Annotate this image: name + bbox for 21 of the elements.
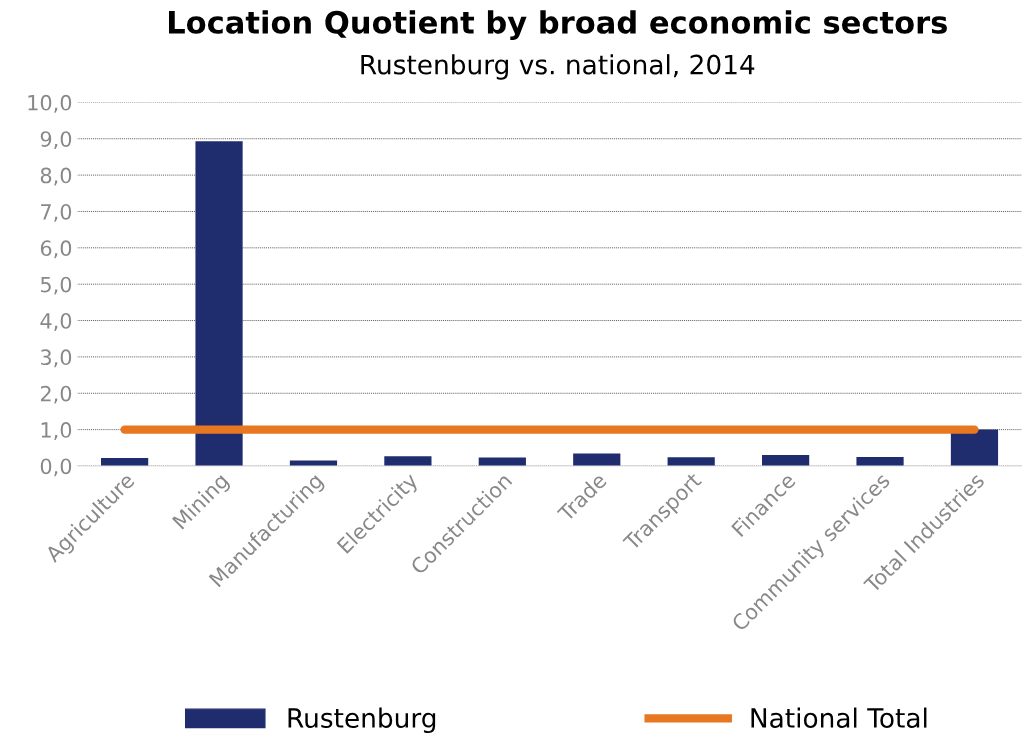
y-tick-label: 2,0: [40, 385, 72, 404]
y-tick-label: 5,0: [41, 276, 72, 295]
chart-title: Location Quotient by broad economic sectors: [169, 10, 947, 40]
legend-label: Rustenburg: [288, 707, 436, 734]
y-tick-label: 4,0: [40, 313, 72, 331]
legend-label: National Total: [751, 707, 927, 728]
chart-subtitle: Rustenburg vs. national, 2014: [361, 54, 755, 80]
bar: [667, 457, 715, 466]
bar: [762, 455, 810, 466]
y-tick-label: 8,0: [40, 167, 72, 186]
bar: [195, 141, 243, 466]
y-tick-label: 6,0: [40, 240, 72, 259]
bar: [856, 456, 904, 466]
y-tick-label: 0,0: [40, 458, 72, 477]
y-tick-label: 7,0: [41, 203, 72, 222]
y-tick-label: 3,0: [41, 349, 72, 368]
bar: [384, 456, 432, 466]
y-tick-label: 1,0: [41, 422, 72, 440]
bar: [950, 429, 999, 466]
y-tick-label: 9,0: [40, 131, 72, 150]
y-tick-label: 10,0: [28, 94, 72, 113]
